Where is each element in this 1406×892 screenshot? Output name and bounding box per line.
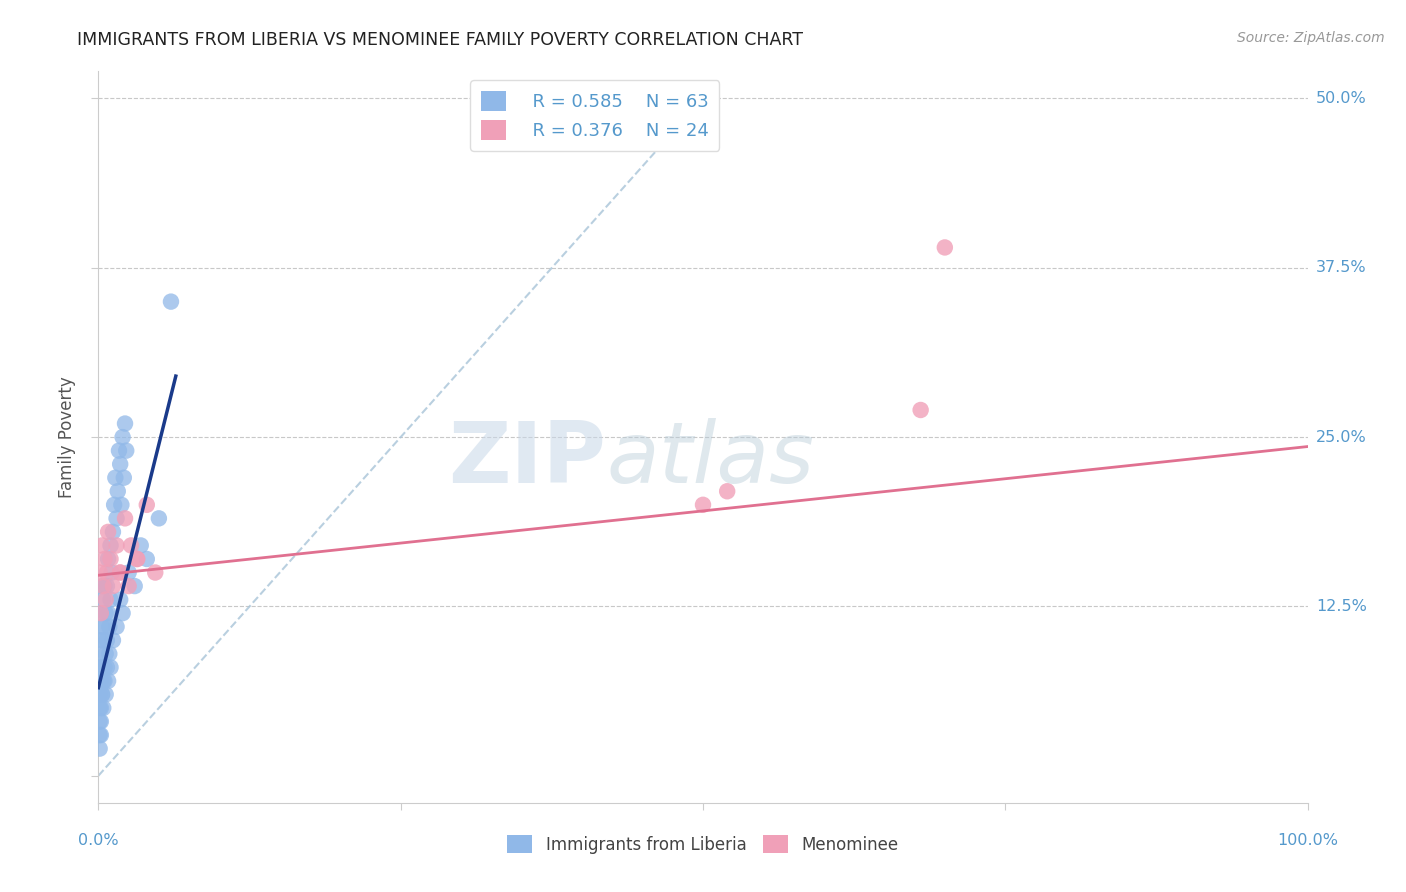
- Point: [100, 566, 122, 580]
- Point: [94, 688, 117, 702]
- Point: [94, 647, 117, 661]
- Point: [692, 498, 714, 512]
- Point: [90, 647, 112, 661]
- Text: IMMIGRANTS FROM LIBERIA VS MENOMINEE FAMILY POVERTY CORRELATION CHART: IMMIGRANTS FROM LIBERIA VS MENOMINEE FAM…: [77, 31, 803, 49]
- Point: [111, 606, 134, 620]
- Point: [98, 647, 121, 661]
- Point: [96, 566, 118, 580]
- Point: [91, 538, 114, 552]
- Point: [110, 498, 132, 512]
- Point: [135, 552, 157, 566]
- Point: [93, 620, 115, 634]
- Point: [89, 728, 111, 742]
- Point: [910, 403, 932, 417]
- Point: [114, 417, 136, 431]
- Point: [98, 620, 121, 634]
- Point: [90, 714, 112, 729]
- Point: [90, 701, 112, 715]
- Point: [91, 701, 114, 715]
- Y-axis label: Family Poverty: Family Poverty: [58, 376, 76, 498]
- Point: [96, 579, 118, 593]
- Point: [127, 552, 149, 566]
- Point: [91, 633, 114, 648]
- Point: [93, 673, 115, 688]
- Point: [160, 294, 183, 309]
- Point: [127, 552, 149, 566]
- Point: [108, 566, 131, 580]
- Point: [100, 552, 122, 566]
- Point: [89, 566, 111, 580]
- Point: [129, 538, 152, 552]
- Point: [97, 552, 120, 566]
- Point: [97, 524, 120, 539]
- Point: [934, 240, 956, 254]
- Point: [93, 660, 115, 674]
- Point: [91, 592, 114, 607]
- Point: [107, 484, 129, 499]
- Text: atlas: atlas: [606, 417, 814, 500]
- Point: [91, 688, 114, 702]
- Text: 100.0%: 100.0%: [1277, 833, 1339, 848]
- Point: [101, 524, 124, 539]
- Point: [96, 633, 118, 648]
- Point: [91, 673, 114, 688]
- Text: 50.0%: 50.0%: [1316, 91, 1367, 106]
- Point: [101, 633, 124, 648]
- Point: [97, 606, 120, 620]
- Point: [90, 673, 112, 688]
- Point: [115, 443, 138, 458]
- Point: [100, 538, 122, 552]
- Point: [118, 566, 141, 580]
- Point: [93, 579, 115, 593]
- Point: [91, 688, 114, 702]
- Point: [91, 660, 114, 674]
- Point: [108, 566, 131, 580]
- Text: 37.5%: 37.5%: [1316, 260, 1367, 276]
- Point: [103, 498, 125, 512]
- Point: [118, 579, 141, 593]
- Point: [101, 579, 124, 593]
- Point: [112, 471, 135, 485]
- Point: [100, 592, 122, 607]
- Point: [90, 728, 112, 742]
- Point: [90, 606, 112, 620]
- Point: [100, 660, 122, 674]
- Point: [93, 552, 115, 566]
- Point: [114, 511, 136, 525]
- Point: [105, 511, 128, 525]
- Point: [89, 688, 111, 702]
- Point: [108, 592, 131, 607]
- Point: [91, 579, 114, 593]
- Point: [108, 457, 131, 471]
- Point: [716, 484, 738, 499]
- Point: [105, 538, 128, 552]
- Point: [120, 538, 142, 552]
- Text: ZIP: ZIP: [449, 417, 606, 500]
- Point: [89, 633, 111, 648]
- Point: [97, 673, 120, 688]
- Point: [124, 579, 146, 593]
- Point: [89, 701, 111, 715]
- Legend: Immigrants from Liberia, Menominee: Immigrants from Liberia, Menominee: [501, 829, 905, 860]
- Point: [90, 606, 112, 620]
- Point: [108, 443, 131, 458]
- Point: [91, 620, 114, 634]
- Point: [96, 660, 118, 674]
- Point: [89, 714, 111, 729]
- Point: [89, 660, 111, 674]
- Point: [104, 471, 127, 485]
- Text: Source: ZipAtlas.com: Source: ZipAtlas.com: [1237, 31, 1385, 45]
- Point: [94, 606, 117, 620]
- Text: 25.0%: 25.0%: [1316, 430, 1367, 444]
- Point: [111, 430, 134, 444]
- Point: [94, 592, 117, 607]
- Point: [143, 566, 166, 580]
- Text: 12.5%: 12.5%: [1316, 599, 1367, 614]
- Point: [89, 741, 111, 756]
- Point: [135, 498, 157, 512]
- Point: [148, 511, 170, 525]
- Point: [91, 579, 114, 593]
- Point: [105, 620, 128, 634]
- Text: 0.0%: 0.0%: [79, 833, 118, 848]
